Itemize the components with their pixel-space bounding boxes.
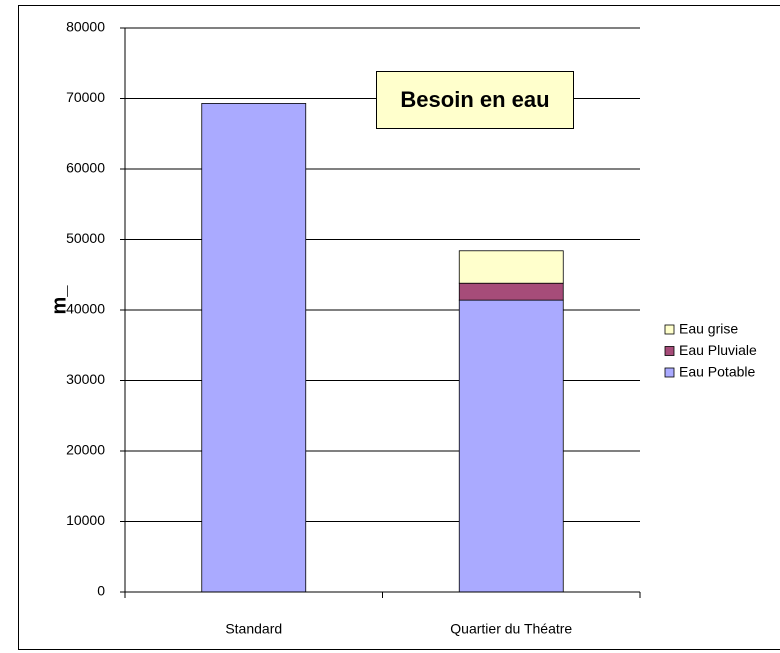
bar-segment — [458, 282, 564, 301]
x-tick-label: Quartier du Théatre — [450, 621, 572, 637]
y-axis-label: m_ — [48, 285, 70, 315]
title-box — [376, 71, 574, 129]
y-tick-label: 10000 — [66, 512, 105, 528]
y-tick-label: 80000 — [66, 19, 105, 35]
x-tick-label: Standard — [225, 621, 282, 637]
legend-swatch — [664, 367, 675, 378]
bar-segment — [458, 299, 564, 593]
y-tick-label: 20000 — [66, 442, 105, 458]
legend-swatch — [664, 324, 675, 335]
legend-label: Eau Potable — [679, 364, 755, 380]
y-tick-label: 70000 — [66, 89, 105, 105]
y-tick-label: 30000 — [66, 371, 105, 387]
bar-segment — [201, 103, 307, 593]
bar-segment — [458, 250, 564, 284]
chart-title: Besoin en eau — [400, 87, 549, 112]
legend-label: Eau grise — [679, 321, 738, 337]
legend-swatch — [664, 346, 675, 356]
y-tick-label: 50000 — [66, 230, 105, 246]
y-tick-label: 40000 — [66, 301, 105, 317]
y-tick-label: 0 — [97, 583, 105, 599]
legend-label: Eau Pluviale — [679, 342, 757, 358]
y-tick-label: 60000 — [66, 160, 105, 176]
